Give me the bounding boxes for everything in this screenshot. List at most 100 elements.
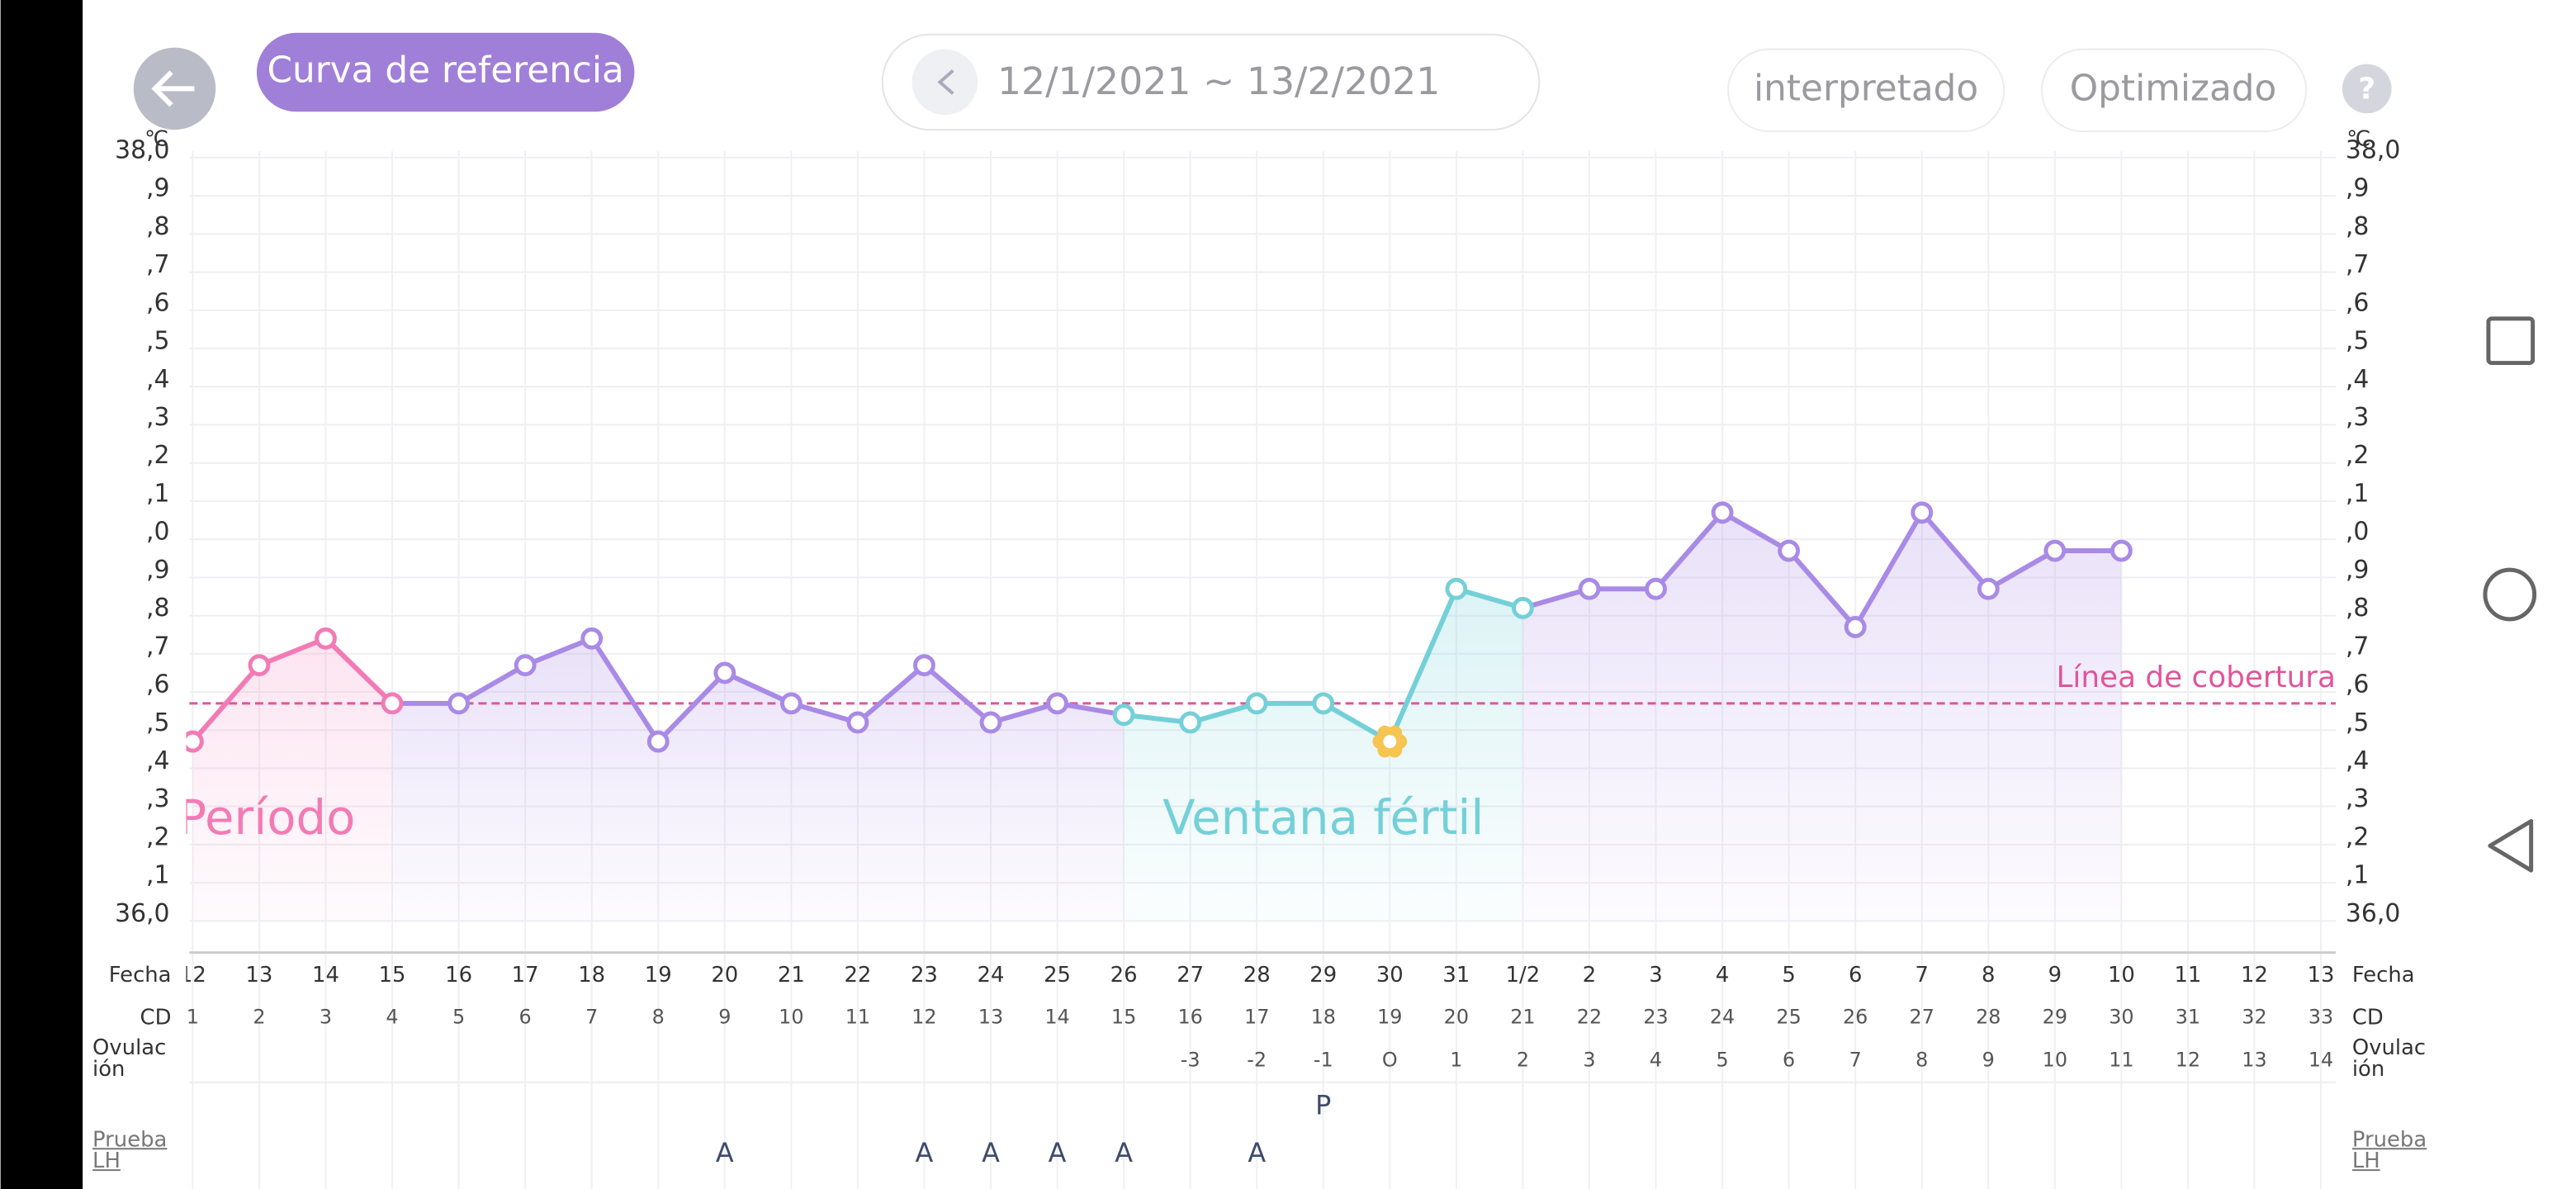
tab[interactable] xyxy=(1727,48,2005,133)
cd-label: 4 xyxy=(386,1006,398,1029)
cover-line-label: Línea de cobertura xyxy=(2056,661,2335,694)
nav-home[interactable] xyxy=(2483,567,2537,622)
x-tick-label: 7 xyxy=(1915,963,1929,988)
unit: ℃ xyxy=(2346,127,2370,152)
ovulation-label: 14 xyxy=(2308,1048,2333,1071)
y-tick-label: ,6 xyxy=(146,670,169,699)
y2-tick-label: ,1 xyxy=(2346,861,2369,890)
help-label: ? xyxy=(2358,72,2375,106)
ovulation-label: -1 xyxy=(1314,1048,1333,1071)
ovulation-label: 5 xyxy=(1716,1048,1728,1071)
x-tick-label: 4 xyxy=(1716,963,1729,988)
x-tick-label: 15 xyxy=(379,963,406,988)
row-label-box: Ovulación xyxy=(2351,1038,2427,1082)
ovulation-label: 11 xyxy=(2109,1048,2133,1071)
y2-tick-label: ,6 xyxy=(2346,670,2369,699)
nav-back[interactable] xyxy=(2488,818,2534,873)
cd-label: 24 xyxy=(1710,1006,1735,1029)
cd-label: 25 xyxy=(1776,1006,1801,1029)
point xyxy=(1977,577,2000,600)
y-tick-label: 38,0 xyxy=(115,135,169,164)
cd-label: 29 xyxy=(2043,1006,2067,1029)
y-tick-label: ,6 xyxy=(146,288,169,317)
row-label: Prueba LH xyxy=(2351,1130,2427,1175)
y-tick-label: ,5 xyxy=(146,327,169,356)
ovulation-label: -3 xyxy=(1181,1048,1200,1071)
nav-recent[interactable] xyxy=(2486,316,2536,366)
tab[interactable] xyxy=(2040,48,2308,133)
point xyxy=(1112,703,1135,727)
ovulation-label: -2 xyxy=(1247,1048,1267,1071)
y2-tick-label: ,9 xyxy=(2346,556,2369,585)
x-tick-label: 5 xyxy=(1782,963,1795,988)
cd-label: 30 xyxy=(2109,1006,2133,1029)
point xyxy=(1179,711,1202,734)
y2-tick-label: ,2 xyxy=(2346,822,2369,851)
x-tick-label: 12 xyxy=(179,963,206,988)
y2-tick-label: ,7 xyxy=(2346,632,2369,661)
y-tick-label: ,9 xyxy=(146,556,169,585)
line xyxy=(191,636,395,744)
y2-tick-label: 38,0 xyxy=(2346,135,2400,164)
cd-label: 19 xyxy=(1377,1006,1402,1029)
left-bar xyxy=(0,0,83,1189)
point xyxy=(248,654,271,677)
cd-label: 18 xyxy=(1311,1006,1336,1029)
x-tick-label: 23 xyxy=(911,963,938,988)
y2-tick-label: ,5 xyxy=(2346,708,2369,737)
lh-label: A xyxy=(1049,1137,1067,1168)
help-button[interactable] xyxy=(2342,64,2392,114)
x-tick-label: 31 xyxy=(1442,963,1470,988)
x-tick-label: 19 xyxy=(645,963,672,988)
x-tick-label: 9 xyxy=(2048,963,2062,988)
y-tick-label: ,7 xyxy=(146,250,169,279)
cd-label: 11 xyxy=(845,1006,870,1029)
y-tick-label: ,8 xyxy=(146,212,169,241)
point xyxy=(2043,539,2067,562)
y2-tick-label: ,9 xyxy=(2346,174,2369,203)
y2-tick-label: ,5 xyxy=(2346,327,2369,356)
x-tick-label: 20 xyxy=(711,963,738,988)
cd-label: 8 xyxy=(652,1006,665,1029)
cd-label: 9 xyxy=(718,1006,731,1029)
x-tick-label: 29 xyxy=(1309,963,1337,988)
x-tick-label: 12 xyxy=(2241,963,2268,988)
y-tick-label: ,9 xyxy=(146,174,169,203)
y-tick-label: ,1 xyxy=(146,861,169,890)
row-label: CD xyxy=(2352,1006,2384,1030)
y-tick-label: ,3 xyxy=(146,784,169,813)
x-tick-label: 18 xyxy=(578,963,605,988)
row-label: Prueba LH xyxy=(92,1130,168,1175)
y2-tick-label: ,4 xyxy=(2346,746,2369,775)
x-tick-label: 28 xyxy=(1243,963,1271,988)
y-tick-label: ,2 xyxy=(146,441,169,470)
cd-label: 12 xyxy=(912,1006,936,1029)
x-tick-label: 21 xyxy=(778,963,805,988)
row-label: CD xyxy=(140,1006,172,1030)
y2-tick-label: ,8 xyxy=(2346,212,2369,241)
point xyxy=(779,692,803,715)
lh-label: A xyxy=(916,1137,934,1168)
point xyxy=(1844,616,1867,638)
x-tick-label: 25 xyxy=(1044,963,1071,988)
lh-label: A xyxy=(716,1137,734,1168)
ovulation-label: O xyxy=(1382,1048,1398,1071)
y2-tick-label: 36,0 xyxy=(2346,899,2400,928)
row-label-box: Ovulación xyxy=(92,1038,166,1081)
point xyxy=(1046,692,1068,715)
row-label: Fecha xyxy=(2352,963,2415,988)
row-label: Ovulación xyxy=(2351,1038,2427,1082)
y2-tick-label: ,8 xyxy=(2346,594,2369,623)
point xyxy=(381,692,404,715)
x-tick-label: 11 xyxy=(2174,963,2201,988)
lh-label: P xyxy=(1315,1090,1331,1121)
y-tick-label: ,4 xyxy=(146,365,169,394)
date-pill[interactable] xyxy=(881,33,1541,131)
y-tick-label: ,2 xyxy=(146,822,169,851)
share-button[interactable] xyxy=(912,49,978,116)
x-tick-label: 26 xyxy=(1110,963,1138,988)
point xyxy=(580,627,604,650)
cd-label: 28 xyxy=(1976,1006,2001,1029)
reference-button[interactable] xyxy=(256,32,635,112)
